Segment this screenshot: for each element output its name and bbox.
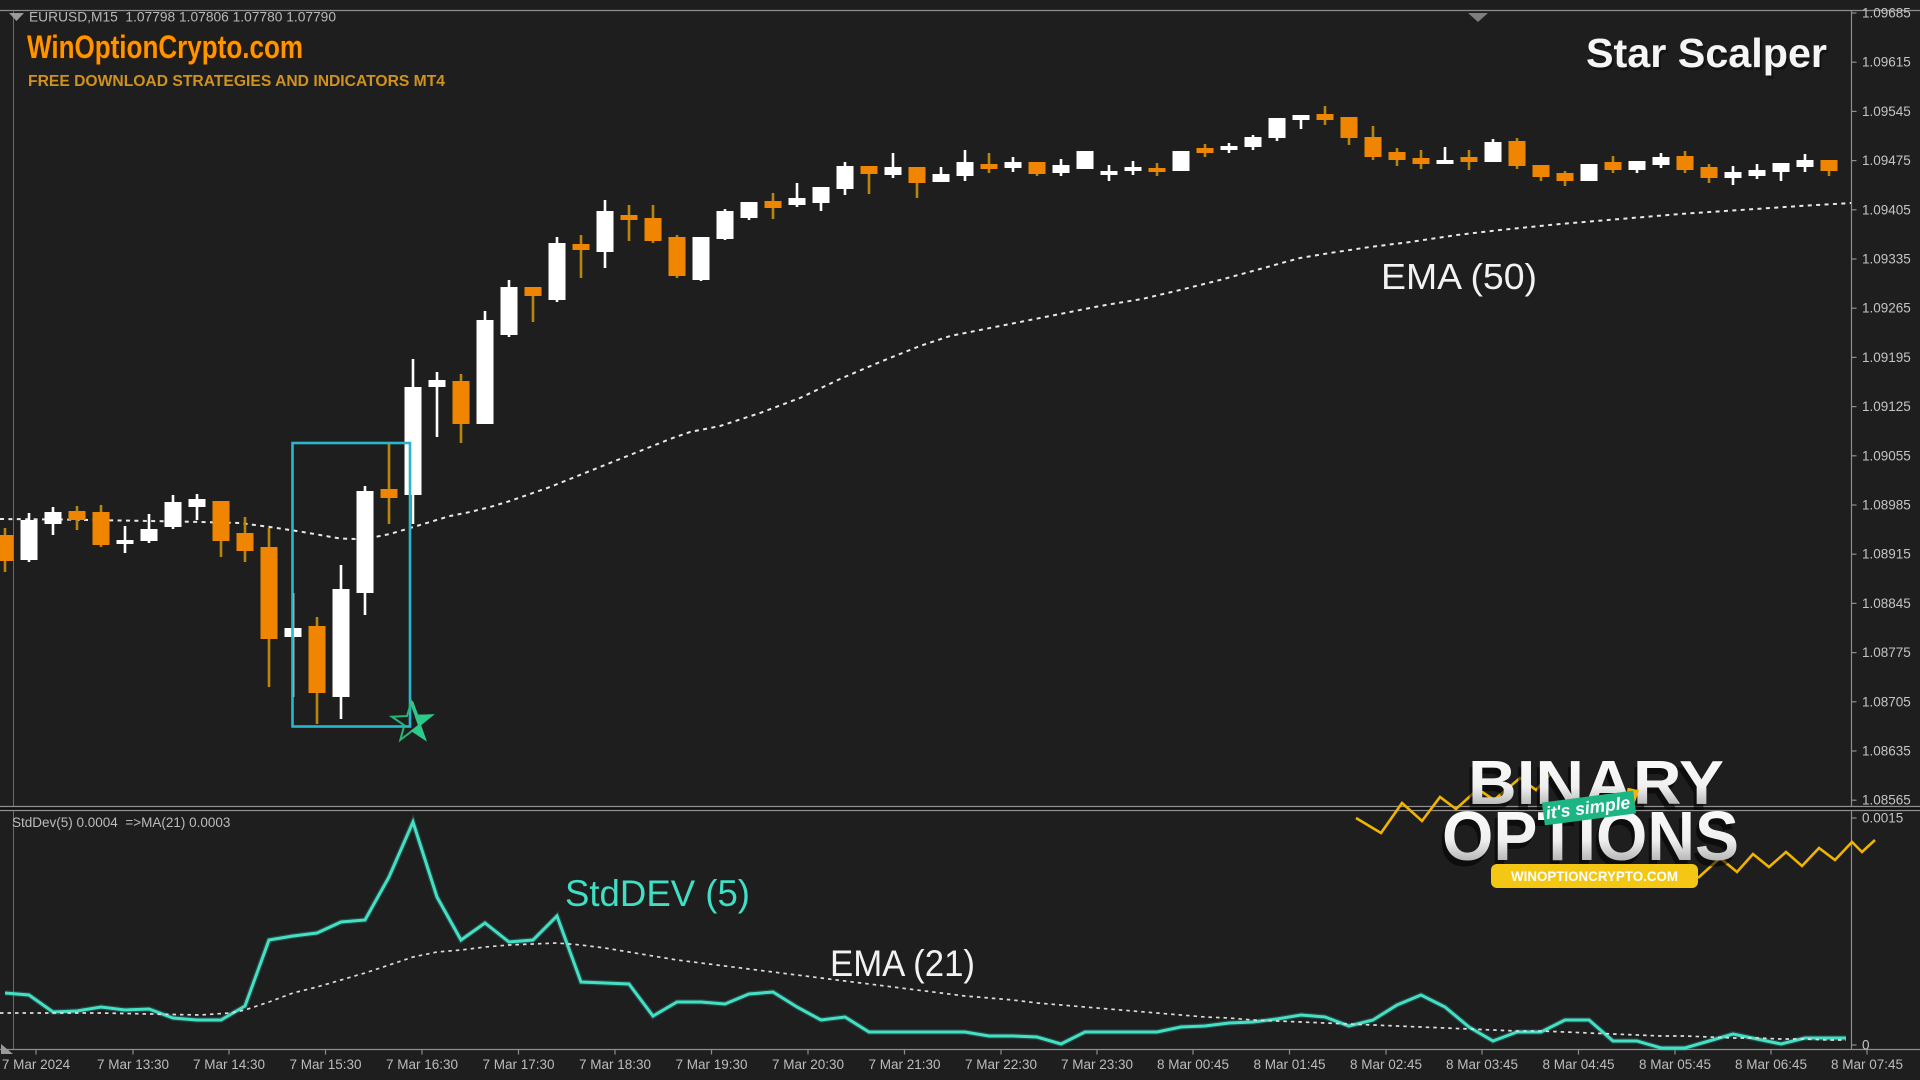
svg-text:1.08705: 1.08705 bbox=[1862, 694, 1911, 709]
svg-text:7 Mar 17:30: 7 Mar 17:30 bbox=[482, 1057, 554, 1072]
svg-text:0.0015: 0.0015 bbox=[1862, 811, 1903, 826]
svg-text:1.09195: 1.09195 bbox=[1862, 350, 1911, 365]
svg-text:1.09335: 1.09335 bbox=[1862, 252, 1911, 267]
svg-text:FREE DOWNLOAD STRATEGIES AND I: FREE DOWNLOAD STRATEGIES AND INDICATORS … bbox=[28, 73, 445, 90]
svg-text:8 Mar 04:45: 8 Mar 04:45 bbox=[1542, 1057, 1614, 1072]
svg-text:EMA (50): EMA (50) bbox=[1381, 256, 1537, 297]
svg-text:8 Mar 07:45: 8 Mar 07:45 bbox=[1831, 1057, 1903, 1072]
svg-text:7 Mar 18:30: 7 Mar 18:30 bbox=[579, 1057, 651, 1072]
svg-text:7 Mar 22:30: 7 Mar 22:30 bbox=[965, 1057, 1037, 1072]
svg-text:8 Mar 05:45: 8 Mar 05:45 bbox=[1639, 1057, 1711, 1072]
svg-text:1.09125: 1.09125 bbox=[1862, 399, 1911, 414]
svg-text:7 Mar 13:30: 7 Mar 13:30 bbox=[97, 1057, 169, 1072]
svg-text:EMA (21): EMA (21) bbox=[830, 943, 975, 984]
svg-text:0: 0 bbox=[1862, 1038, 1870, 1053]
svg-text:7 Mar 19:30: 7 Mar 19:30 bbox=[675, 1057, 747, 1072]
svg-text:WinOptionCrypto.com: WinOptionCrypto.com bbox=[27, 29, 303, 65]
svg-text:1.09405: 1.09405 bbox=[1862, 202, 1911, 217]
svg-text:1.08845: 1.08845 bbox=[1862, 596, 1911, 611]
svg-text:7 Mar 15:30: 7 Mar 15:30 bbox=[289, 1057, 361, 1072]
svg-text:1.08985: 1.08985 bbox=[1862, 498, 1911, 513]
svg-text:Star Scalper: Star Scalper bbox=[1588, 33, 1829, 79]
svg-text:1.09475: 1.09475 bbox=[1862, 153, 1911, 168]
svg-text:1.09545: 1.09545 bbox=[1862, 104, 1911, 119]
svg-text:1.08775: 1.08775 bbox=[1862, 645, 1911, 660]
svg-text:8 Mar 02:45: 8 Mar 02:45 bbox=[1350, 1057, 1422, 1072]
svg-text:1.09615: 1.09615 bbox=[1862, 55, 1911, 70]
svg-text:1.08565: 1.08565 bbox=[1862, 793, 1911, 808]
svg-text:WINOPTIONCRYPTO.COM: WINOPTIONCRYPTO.COM bbox=[1511, 868, 1678, 884]
svg-text:1.09265: 1.09265 bbox=[1862, 301, 1911, 316]
svg-text:7 Mar 16:30: 7 Mar 16:30 bbox=[386, 1057, 458, 1072]
svg-text:StdDEV (5): StdDEV (5) bbox=[565, 873, 750, 914]
svg-text:8 Mar 06:45: 8 Mar 06:45 bbox=[1735, 1057, 1807, 1072]
svg-text:1.08915: 1.08915 bbox=[1862, 547, 1911, 562]
svg-text:8 Mar 01:45: 8 Mar 01:45 bbox=[1253, 1057, 1325, 1072]
svg-text:7 Mar 2024: 7 Mar 2024 bbox=[2, 1057, 71, 1072]
svg-text:EURUSD,M15 1.07798 1.07806 1.: EURUSD,M15 1.07798 1.07806 1.07780 1.077… bbox=[29, 9, 336, 25]
svg-text:7 Mar 20:30: 7 Mar 20:30 bbox=[772, 1057, 844, 1072]
svg-text:8 Mar 00:45: 8 Mar 00:45 bbox=[1157, 1057, 1229, 1072]
svg-text:8 Mar 03:45: 8 Mar 03:45 bbox=[1446, 1057, 1518, 1072]
svg-text:1.09685: 1.09685 bbox=[1862, 6, 1911, 21]
svg-text:7 Mar 23:30: 7 Mar 23:30 bbox=[1061, 1057, 1133, 1072]
svg-text:StdDev(5) 0.0004 =>MA(21) 0.0: StdDev(5) 0.0004 =>MA(21) 0.0003 bbox=[12, 815, 230, 830]
svg-text:Star Scalper: Star Scalper bbox=[1586, 30, 1827, 76]
svg-text:7 Mar 14:30: 7 Mar 14:30 bbox=[193, 1057, 265, 1072]
svg-text:1.08635: 1.08635 bbox=[1862, 744, 1911, 759]
svg-text:7 Mar 21:30: 7 Mar 21:30 bbox=[868, 1057, 940, 1072]
svg-text:1.09055: 1.09055 bbox=[1862, 448, 1911, 463]
